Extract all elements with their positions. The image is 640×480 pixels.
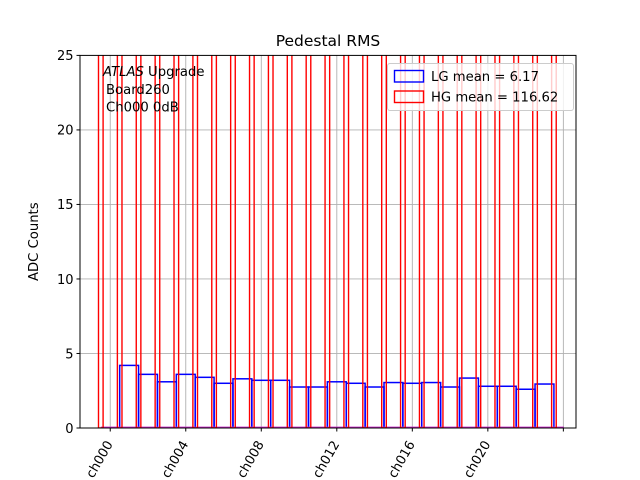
y-tick-label: 0 <box>65 422 73 437</box>
hg-bar <box>116 55 123 429</box>
annotation-line-3: Ch000 0dB <box>106 101 179 116</box>
chart-title: Pedestal RMS <box>276 32 381 50</box>
y-tick-label: 20 <box>57 124 74 139</box>
hg-bar <box>513 55 520 429</box>
legend: LG mean = 6.17 HG mean = 116.62 <box>387 63 574 111</box>
hg-bar <box>173 55 180 429</box>
hg-bar <box>418 55 425 429</box>
legend-box <box>387 63 574 111</box>
hg-bar <box>494 55 501 429</box>
y-axis-label: ADC Counts <box>27 202 42 281</box>
legend-label-lg: LG mean = 6.17 <box>431 70 539 85</box>
hg-bar <box>267 55 274 429</box>
y-tick-label: 25 <box>57 49 74 64</box>
hg-bar <box>324 55 331 429</box>
hg-bar <box>211 55 218 429</box>
hg-bar <box>362 55 369 429</box>
hg-bar <box>381 55 388 429</box>
hg-bar <box>343 55 350 429</box>
hg-bar <box>229 55 236 429</box>
hg-bar <box>475 55 482 429</box>
plot-border <box>79 54 577 429</box>
hg-bar-series <box>97 55 557 429</box>
hg-bar <box>154 55 161 429</box>
hg-bar <box>248 55 255 429</box>
legend-label-hg: HG mean = 116.62 <box>431 91 558 106</box>
hg-bar <box>286 55 293 429</box>
hg-bar <box>192 55 199 429</box>
annotation-upgrade: Upgrade <box>144 65 205 80</box>
annotation-atlas: ATLAS <box>102 65 144 80</box>
hg-bar <box>97 55 104 429</box>
hg-bar <box>456 55 463 429</box>
hg-bar <box>305 55 312 429</box>
hg-bar <box>550 55 557 429</box>
y-tick-label: 10 <box>57 273 74 288</box>
legend-swatch-lg <box>393 69 425 83</box>
y-tick-labels: 0 5 10 15 20 25 <box>57 49 74 437</box>
hg-bar <box>399 55 406 429</box>
y-tick-label: 5 <box>65 347 73 362</box>
hg-bar <box>437 55 444 429</box>
y-tick-label: 15 <box>57 198 74 213</box>
gridlines <box>80 55 576 428</box>
hg-bar <box>135 55 142 429</box>
legend-swatch-hg <box>393 90 425 104</box>
axis-ticks <box>76 54 564 432</box>
annotation-line-1: ATLAS Upgrade <box>102 65 204 80</box>
hg-bar <box>532 55 539 429</box>
annotation-line-2: Board260 <box>106 83 170 98</box>
